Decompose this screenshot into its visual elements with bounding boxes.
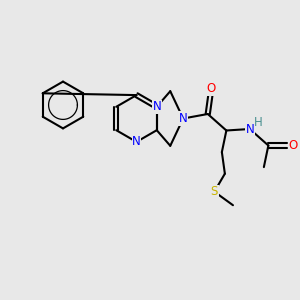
Text: O: O (206, 82, 215, 95)
Text: N: N (152, 100, 161, 113)
Text: S: S (211, 185, 218, 198)
Text: O: O (288, 139, 298, 152)
Text: N: N (179, 112, 188, 125)
Text: N: N (245, 122, 254, 136)
Text: H: H (254, 116, 262, 129)
Text: N: N (132, 135, 141, 148)
